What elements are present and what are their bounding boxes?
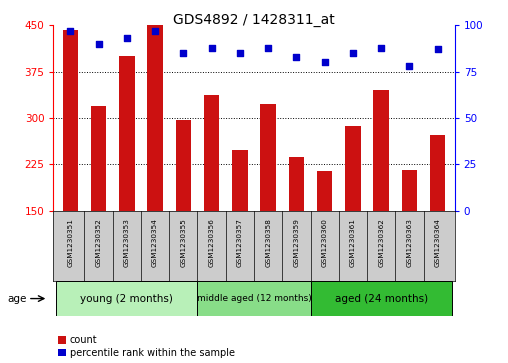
Point	[264, 45, 272, 50]
Bar	[345, 126, 361, 211]
Legend: count, percentile rank within the sample: count, percentile rank within the sample	[58, 335, 235, 358]
Text: GDS4892 / 1428311_at: GDS4892 / 1428311_at	[173, 13, 335, 27]
Text: GSM1230359: GSM1230359	[294, 218, 299, 267]
Text: GSM1230357: GSM1230357	[237, 218, 243, 267]
Bar	[310, 281, 452, 316]
Bar	[176, 120, 191, 211]
Text: GSM1230355: GSM1230355	[180, 218, 186, 267]
Point	[123, 36, 131, 41]
Bar	[119, 56, 135, 211]
Bar	[147, 25, 163, 211]
Point	[66, 28, 74, 34]
Text: GSM1230363: GSM1230363	[406, 218, 412, 267]
Text: young (2 months): young (2 months)	[80, 294, 173, 303]
Bar	[232, 150, 247, 211]
Point	[377, 45, 385, 50]
Text: GSM1230354: GSM1230354	[152, 218, 158, 267]
Bar	[373, 90, 389, 211]
Bar	[402, 170, 417, 211]
Text: GSM1230360: GSM1230360	[322, 218, 328, 267]
Text: aged (24 months): aged (24 months)	[335, 294, 428, 303]
Point	[236, 50, 244, 56]
Point	[321, 60, 329, 65]
Text: GSM1230353: GSM1230353	[124, 218, 130, 267]
Point	[434, 46, 442, 52]
Text: GSM1230356: GSM1230356	[209, 218, 214, 267]
Bar	[204, 95, 219, 211]
Bar	[62, 30, 78, 211]
Text: age: age	[8, 294, 27, 303]
Point	[179, 50, 187, 56]
Bar	[261, 104, 276, 211]
Bar	[317, 171, 332, 211]
Text: GSM1230362: GSM1230362	[378, 218, 384, 267]
Bar	[56, 281, 198, 316]
Point	[94, 41, 103, 47]
Text: middle aged (12 months): middle aged (12 months)	[197, 294, 311, 303]
Bar	[289, 157, 304, 211]
Point	[292, 54, 300, 60]
Bar	[430, 135, 446, 211]
Point	[349, 50, 357, 56]
Point	[151, 28, 159, 34]
Text: GSM1230351: GSM1230351	[67, 218, 73, 267]
Point	[405, 63, 414, 69]
Bar	[91, 106, 106, 211]
Bar	[198, 281, 310, 316]
Text: GSM1230352: GSM1230352	[96, 218, 102, 267]
Text: GSM1230364: GSM1230364	[435, 218, 441, 267]
Text: GSM1230361: GSM1230361	[350, 218, 356, 267]
Point	[208, 45, 216, 50]
Text: GSM1230358: GSM1230358	[265, 218, 271, 267]
